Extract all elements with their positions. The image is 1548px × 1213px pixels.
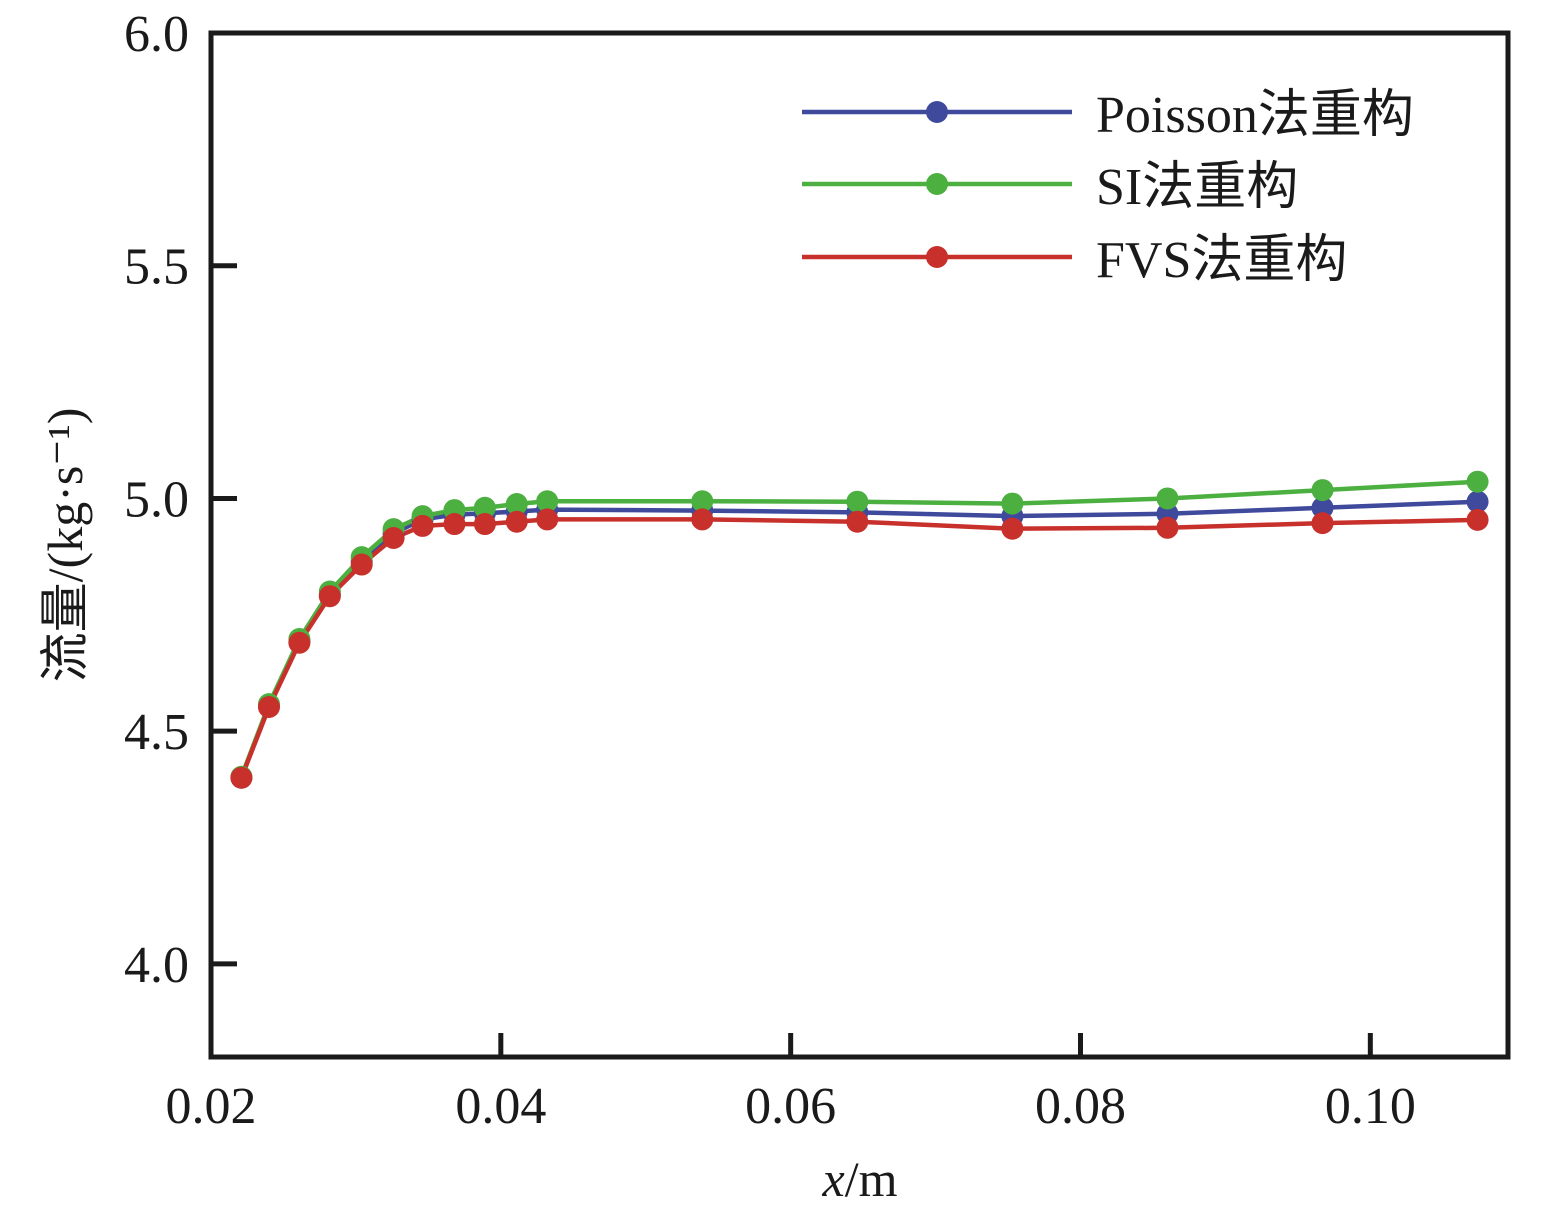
x-tick-label: 0.08 [1035, 1078, 1126, 1135]
data-point [691, 508, 714, 531]
data-point [536, 508, 559, 531]
data-point [1001, 492, 1024, 515]
legend-label: Poisson法重构 [1096, 87, 1414, 144]
data-point [505, 493, 528, 516]
data-point [382, 527, 405, 550]
x-axis-title: x/m [822, 1151, 898, 1207]
data-point [1466, 470, 1489, 493]
data-point [846, 510, 869, 533]
data-point [1311, 496, 1334, 519]
legend-item: FVS法重构 [802, 232, 1347, 289]
data-point [318, 585, 341, 608]
data-point [691, 490, 714, 513]
legend-marker-swatch [926, 101, 948, 123]
y-axis: 4.0 4.5 5.0 5.5 6.0 [124, 6, 237, 994]
data-point [350, 553, 373, 576]
data-point [1156, 487, 1179, 510]
x-axis-title-unit: /m [845, 1151, 898, 1207]
x-axis: 0.02 0.04 0.06 0.08 0.10 [166, 1033, 1416, 1135]
x-tick-label: 0.02 [166, 1078, 257, 1135]
x-tick-label: 0.04 [455, 1078, 546, 1135]
y-tick-label: 4.5 [124, 704, 189, 761]
data-point [288, 631, 311, 654]
legend-marker-swatch [926, 246, 948, 268]
legend-label: SI法重构 [1096, 159, 1298, 216]
plot-markers-group [230, 470, 1489, 789]
legend: Poisson法重构 SI法重构 FVS法重构 [802, 87, 1414, 289]
series-markers-2 [230, 508, 1489, 789]
data-point [1001, 517, 1024, 540]
data-point [1156, 516, 1179, 539]
data-point [230, 766, 253, 789]
legend-label: FVS法重构 [1096, 232, 1347, 289]
data-point [505, 510, 528, 533]
data-point [473, 513, 496, 536]
data-point [257, 695, 280, 718]
series-line-0 [239, 499, 1478, 779]
legend-item: Poisson法重构 [802, 87, 1414, 144]
data-point [1311, 479, 1334, 502]
data-point [536, 490, 559, 513]
x-tick-label: 0.06 [745, 1078, 836, 1135]
data-point [846, 490, 869, 513]
data-point [1311, 512, 1334, 535]
series-line-2 [239, 517, 1478, 779]
legend-item: SI法重构 [802, 159, 1298, 216]
data-point [411, 514, 434, 537]
y-tick-label: 5.0 [124, 471, 189, 528]
y-axis-title: 流量/(kg·s⁻¹) [37, 408, 93, 683]
data-point [443, 513, 466, 536]
x-tick-label: 0.10 [1325, 1078, 1416, 1135]
y-tick-label: 6.0 [124, 6, 189, 63]
y-tick-label: 5.5 [124, 239, 189, 296]
legend-marker-swatch [926, 173, 948, 195]
x-axis-title-variable: x [822, 1151, 845, 1207]
data-point [1466, 508, 1489, 531]
plot-frame [208, 30, 1511, 1060]
data-point [1466, 490, 1489, 513]
y-tick-label: 4.0 [124, 937, 189, 994]
data-point [473, 496, 496, 519]
